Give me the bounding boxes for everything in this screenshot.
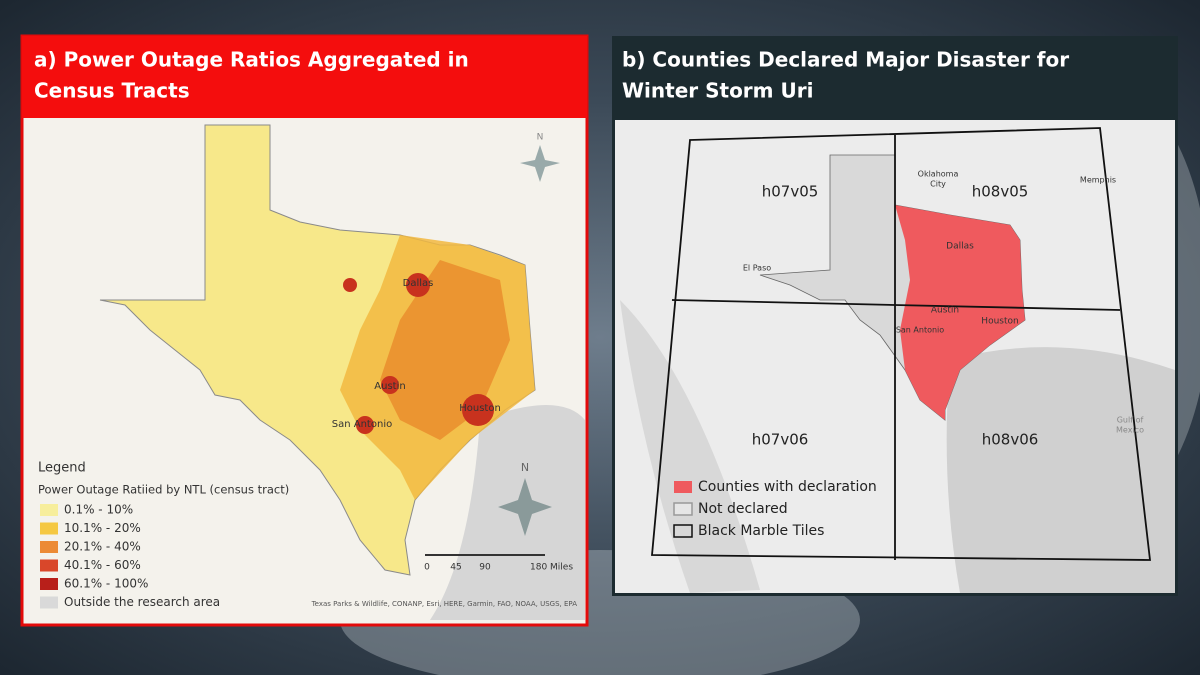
city-label: Austin bbox=[374, 381, 405, 392]
compass-rose bbox=[520, 145, 560, 182]
legend-label: Counties with declaration bbox=[698, 479, 877, 495]
tile-border bbox=[651, 127, 1152, 561]
compass-rose bbox=[498, 478, 552, 536]
city-label: Dallas bbox=[403, 278, 434, 289]
compass: N bbox=[498, 461, 552, 536]
legend-swatch bbox=[674, 481, 692, 493]
tile-grid bbox=[651, 127, 1152, 561]
panel-a: a) Power Outage Ratios Aggregated in Cen… bbox=[20, 34, 589, 627]
legend-label: Black Marble Tiles bbox=[698, 523, 824, 539]
city-label: Dallas bbox=[946, 242, 974, 252]
legend-label: Outside the research area bbox=[64, 595, 220, 609]
declared-counties bbox=[895, 205, 1025, 420]
tile-label: h08v05 bbox=[972, 183, 1029, 201]
tile-label: h07v06 bbox=[752, 431, 809, 449]
city-label: Austin bbox=[931, 306, 959, 316]
legend-swatch bbox=[40, 522, 58, 535]
scale-label: 0 bbox=[424, 563, 430, 573]
legend-label: 20.1% - 40% bbox=[64, 540, 141, 554]
city-label: San Antonio bbox=[332, 419, 392, 430]
scale-label: 180 Miles bbox=[530, 563, 573, 573]
gulf bbox=[430, 405, 585, 620]
city-label: Houston bbox=[981, 317, 1018, 327]
legend-swatch bbox=[673, 524, 693, 538]
legend-swatch bbox=[673, 502, 693, 516]
legend-swatch bbox=[40, 541, 58, 553]
legend-title: Legend bbox=[38, 461, 86, 476]
panel-title: Census Tracts bbox=[34, 79, 190, 103]
legend-label: 60.1% - 100% bbox=[64, 577, 148, 591]
legend-swatch bbox=[40, 578, 58, 590]
legend-label: Not declared bbox=[698, 501, 788, 517]
outage-cluster bbox=[343, 278, 357, 292]
legend-label: 0.1% - 10% bbox=[64, 503, 133, 517]
legend-label: 40.1% - 60% bbox=[64, 558, 141, 572]
legend-subtitle: Power Outage Ratiied by NTL (census trac… bbox=[38, 483, 289, 497]
outage-cluster bbox=[356, 416, 374, 434]
compass-label: N bbox=[521, 461, 529, 474]
compass-label: N bbox=[537, 133, 544, 143]
legend: 0.1% - 10% 10.1% - 20% 20.1% - 40% 40.1% - … bbox=[40, 503, 220, 609]
scale-label: 90 bbox=[479, 563, 491, 573]
legend-label: 10.1% - 20% bbox=[64, 521, 141, 535]
city-label: Houston bbox=[459, 403, 501, 414]
panel-b: b) Counties Declared Major Disaster for … bbox=[612, 36, 1178, 596]
tile-border bbox=[671, 299, 1121, 311]
panel-title: Winter Storm Uri bbox=[622, 79, 813, 103]
city-label: San Antonio bbox=[896, 326, 944, 335]
panel-header bbox=[22, 36, 587, 118]
panel-title: b) Counties Declared Major Disaster for bbox=[622, 48, 1069, 72]
city-label: El Paso bbox=[743, 264, 771, 273]
legend-swatch bbox=[40, 559, 58, 572]
outage-cluster bbox=[381, 376, 399, 394]
tile-label: h08v06 bbox=[982, 431, 1039, 449]
city-label: Memphis bbox=[1080, 176, 1116, 185]
city-label: City bbox=[930, 180, 946, 189]
legend-swatch bbox=[40, 596, 58, 609]
sea-label: Gulf of bbox=[1117, 416, 1144, 425]
gulf bbox=[946, 347, 1175, 593]
compass: N bbox=[520, 133, 560, 182]
sea-label: Mexico bbox=[1116, 426, 1144, 435]
panel-title: a) Power Outage Ratios Aggregated in bbox=[34, 48, 469, 72]
outage-cluster bbox=[462, 394, 494, 426]
tile-label: h07v05 bbox=[762, 183, 819, 201]
land bbox=[620, 300, 760, 593]
scale-label: 45 bbox=[450, 563, 461, 573]
legend-swatch bbox=[40, 504, 58, 516]
city-label: Oklahoma bbox=[918, 170, 959, 179]
outage-cluster bbox=[406, 273, 430, 297]
credits: Texas Parks & Wildlife, CONANP, Esri, HE… bbox=[311, 600, 578, 608]
legend: Counties with declaration Not declared Bla… bbox=[673, 479, 877, 539]
